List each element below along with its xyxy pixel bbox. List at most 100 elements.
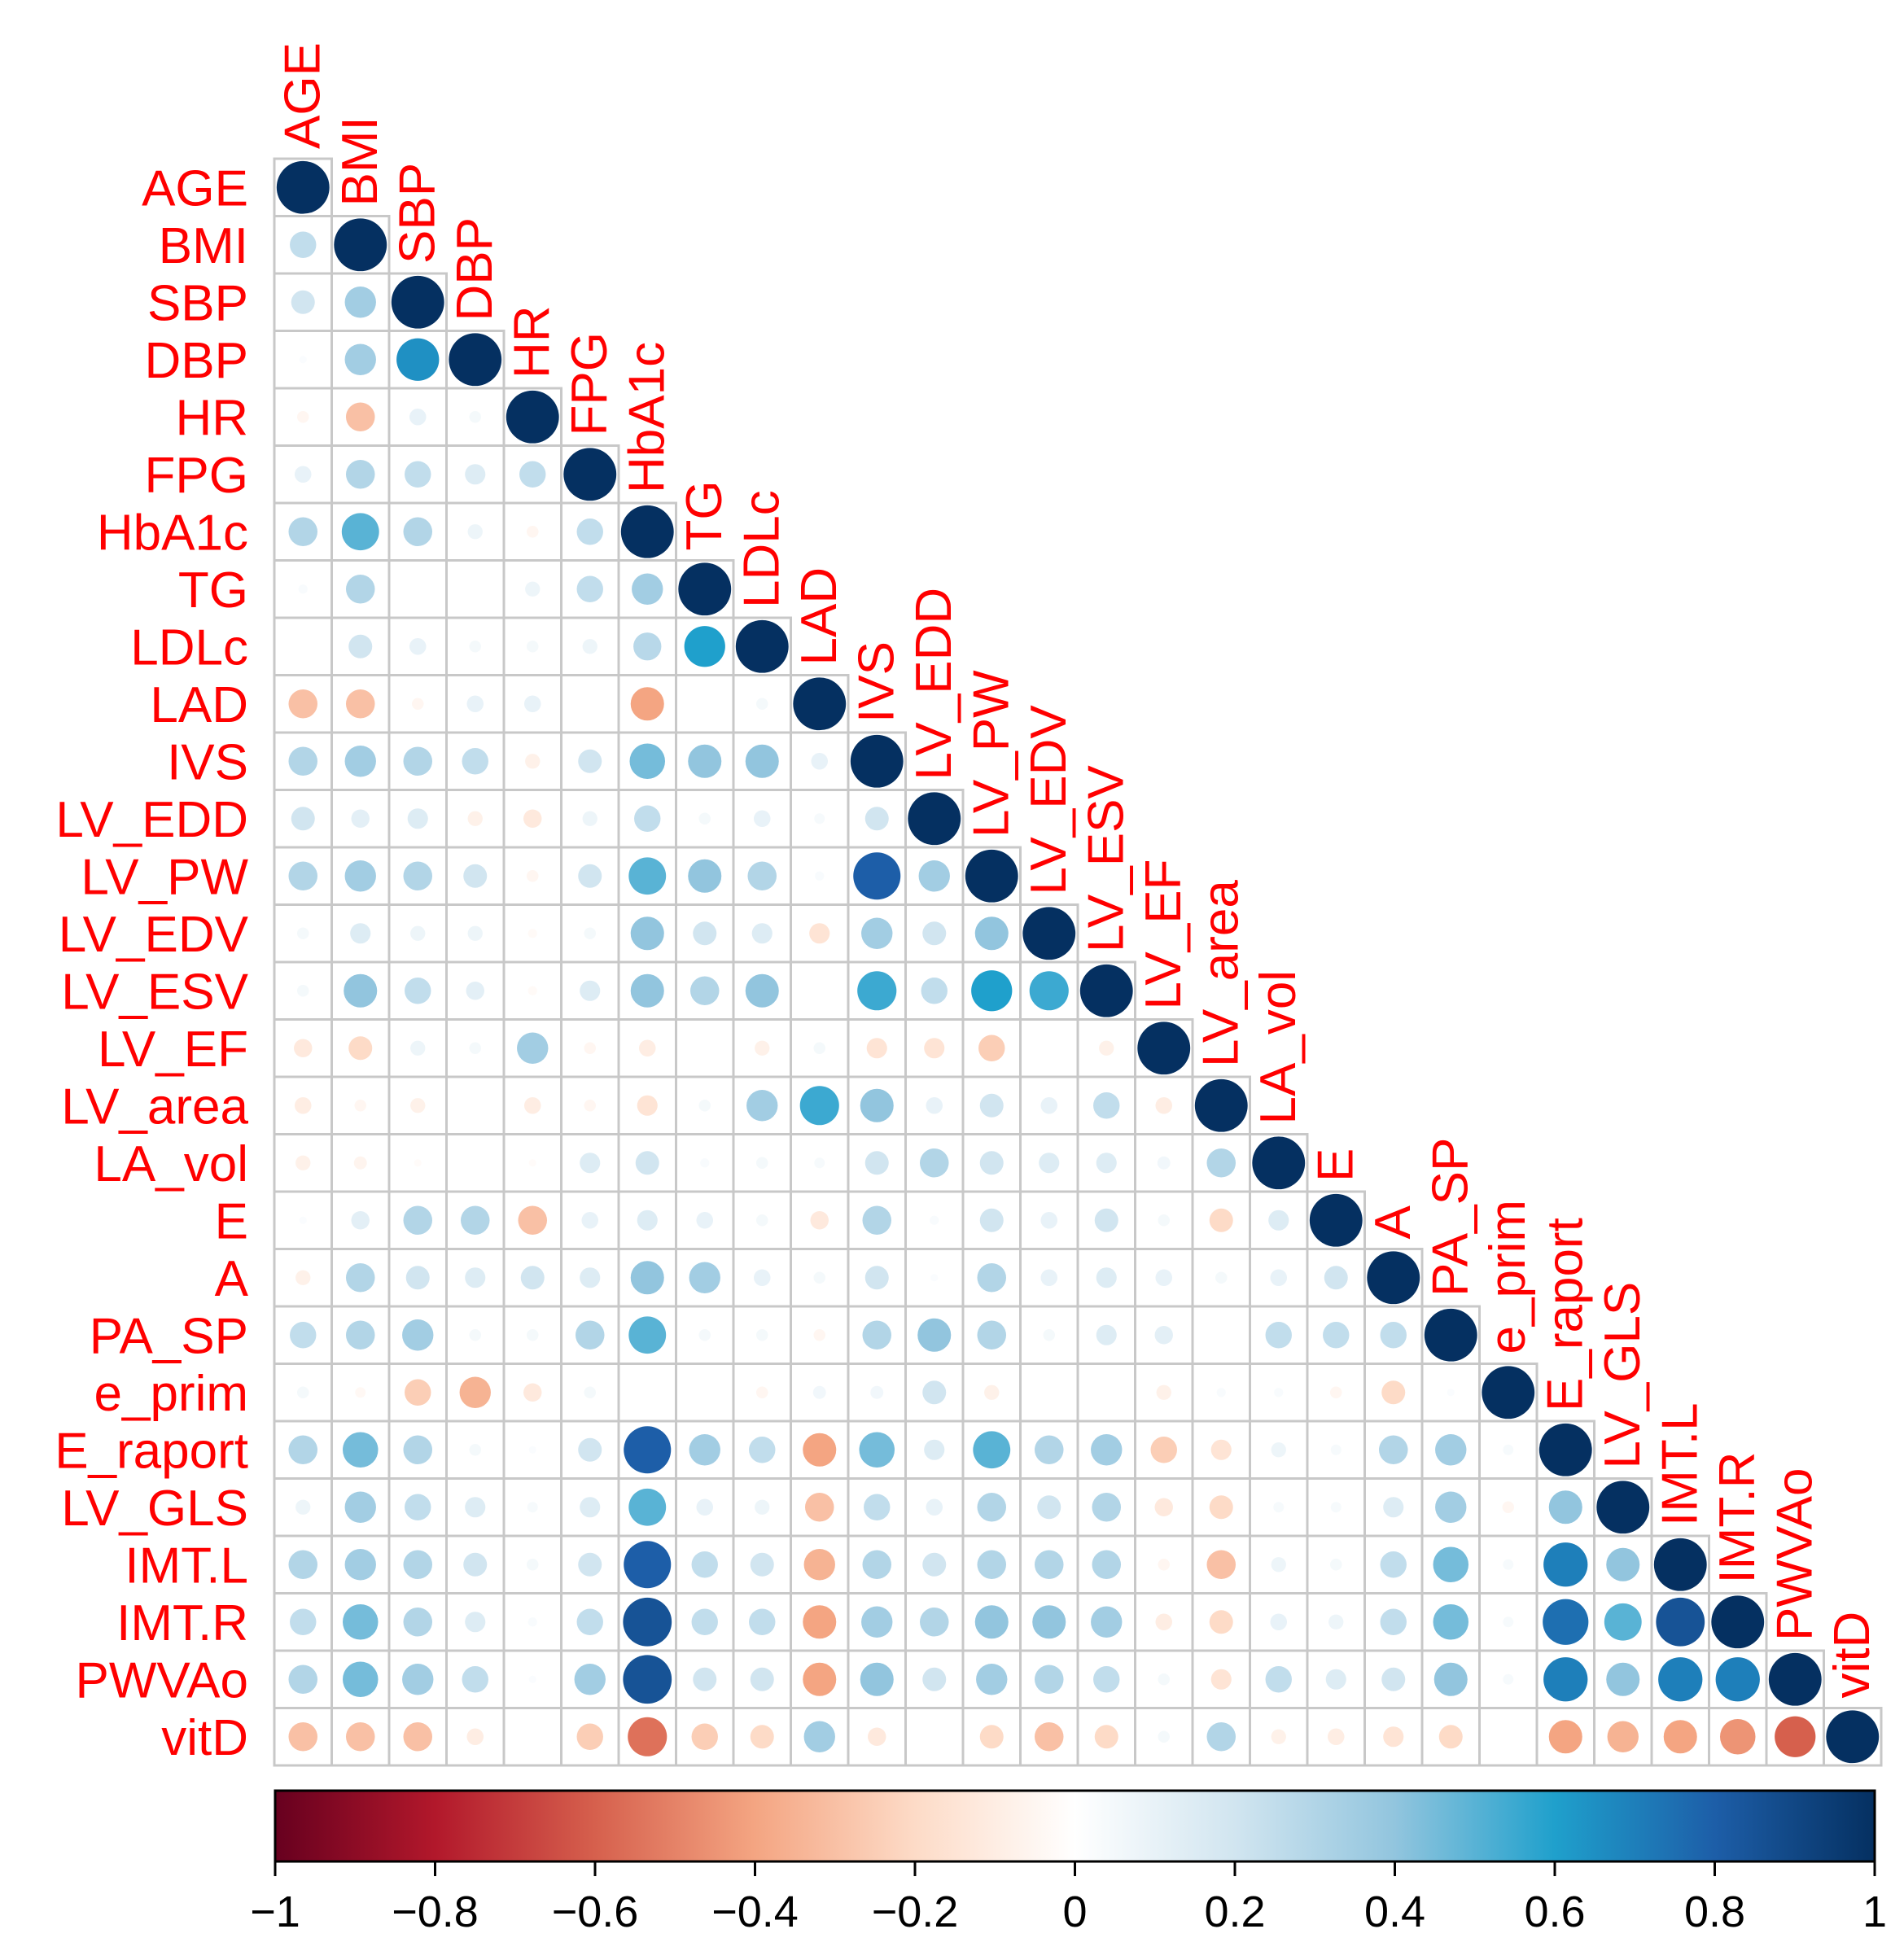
- row-label: E: [215, 1193, 248, 1249]
- corr-circle-e_prim-LAD: [812, 1385, 826, 1399]
- corr-circle-LV_ESV-LV_ESV: [1079, 964, 1133, 1017]
- corr-circle-E-LA_vol: [1268, 1210, 1289, 1231]
- corr-circle-E_raport-e_prim: [1503, 1444, 1514, 1455]
- corr-circle-LV_EDV-AGE: [297, 927, 309, 939]
- corr-circle-PWVAo-LAD: [803, 1662, 837, 1696]
- corr-circle-PA_SP-LV_PW: [977, 1320, 1007, 1350]
- grid-cell: [1478, 1707, 1539, 1767]
- grid-cell: [617, 1363, 677, 1423]
- corr-circle-E-E: [1309, 1193, 1363, 1247]
- column-label: PA_SP: [1422, 1138, 1478, 1297]
- column-label: LV_EDV: [1021, 705, 1077, 895]
- corr-circle-PA_SP-E: [1323, 1322, 1350, 1349]
- corr-circle-A-LA_vol: [1270, 1269, 1288, 1287]
- corr-circle-LV_EF-LDLc: [755, 1040, 770, 1056]
- corr-circle-vitD-FPG: [576, 1723, 603, 1750]
- corr-circle-IMT.L-LV_ESV: [1092, 1550, 1122, 1580]
- corr-circle-IMT.R-PA_SP: [1433, 1604, 1468, 1640]
- corr-circle-vitD-LV_EDV: [1034, 1721, 1064, 1752]
- corr-circle-LV_area-LV_area: [1194, 1078, 1248, 1132]
- corr-circle-LDLc-TG: [684, 626, 725, 667]
- corr-circle-IMT.L-HR: [527, 1559, 539, 1571]
- corr-circle-PWVAo-LV_PW: [976, 1664, 1008, 1695]
- corr-circle-LA_vol-SBP: [414, 1159, 422, 1167]
- corr-circle-E-LDLc: [756, 1214, 768, 1227]
- row-label: FPG: [145, 448, 248, 504]
- legend-tick-label: 0.4: [1364, 1888, 1425, 1936]
- corr-circle-LV_PW-IVS: [853, 852, 901, 900]
- column-label: BMI: [332, 116, 388, 206]
- corr-circle-LV_EDD-SBP: [407, 808, 428, 829]
- corr-circle-E_raport-LV_EDD: [924, 1439, 945, 1460]
- corr-circle-TG-AGE: [298, 584, 308, 594]
- row-label: LV_EF: [98, 1021, 248, 1078]
- corr-circle-PWVAo-TG: [693, 1667, 717, 1691]
- corr-circle-LV_EF-LV_EF: [1137, 1021, 1191, 1075]
- legend-tick-label: −0.2: [872, 1888, 959, 1936]
- corr-circle-PWVAo-e_prim: [1503, 1673, 1514, 1685]
- corr-circle-vitD-E_raport: [1548, 1720, 1582, 1754]
- corr-circle-LV_GLS-LV_EF: [1154, 1498, 1173, 1516]
- corr-circle-e_prim-AGE: [297, 1386, 309, 1398]
- corr-circle-LV_EDD-LDLc: [753, 810, 771, 828]
- corr-circle-E_raport-LV_EF: [1150, 1437, 1177, 1463]
- grid-cell: [1191, 1305, 1251, 1365]
- corr-circle-vitD-LAD: [803, 1721, 835, 1752]
- color-legend: −1 −0.8 −0.6 −0.4 −0.2 0 0.2 0.4 0.6 0.8 1: [250, 1789, 1887, 1936]
- column-label: LV_area: [1193, 880, 1249, 1067]
- corr-circle-HbA1c-DBP: [467, 524, 483, 540]
- column-label: HR: [504, 305, 560, 378]
- corr-circle-LV_ESV-IVS: [857, 971, 897, 1011]
- corr-circle-LDLc-HR: [527, 641, 539, 653]
- corr-circle-E-LV_PW: [979, 1208, 1004, 1232]
- grid-cell: [1076, 1363, 1136, 1423]
- corr-circle-LV_GLS-LV_ESV: [1092, 1492, 1122, 1522]
- corr-circle-PA_SP-FPG: [575, 1320, 605, 1350]
- corr-circle-LV_ESV-LV_EDV: [1029, 971, 1069, 1011]
- corr-circle-IMT.R-DBP: [465, 1612, 486, 1633]
- corr-circle-E-LV_EDD: [930, 1215, 939, 1225]
- correlation-circles: [276, 160, 1880, 1764]
- corr-circle-LV_ESV-TG: [689, 976, 720, 1006]
- corr-circle-PWVAo-LV_GLS: [1606, 1662, 1640, 1696]
- corr-circle-IVS-TG: [688, 744, 722, 778]
- corr-circle-TG-TG: [678, 562, 732, 616]
- corr-circle-LV_area-HR: [523, 1096, 541, 1114]
- corr-circle-e_prim-BMI: [355, 1387, 366, 1398]
- corr-circle-E_raport-E: [1330, 1444, 1342, 1455]
- corr-circle-e_prim-FPG: [584, 1386, 596, 1398]
- corr-circle-E-AGE: [299, 1216, 307, 1224]
- legend-tick-label: −0.4: [711, 1888, 799, 1936]
- row-label: HR: [175, 390, 248, 446]
- legend-tick-label: 1: [1862, 1888, 1887, 1936]
- corr-circle-LV_area-AGE: [294, 1096, 312, 1114]
- corr-circle-LDLc-SBP: [409, 637, 427, 655]
- corr-circle-LV_GLS-E_raport: [1548, 1490, 1582, 1524]
- corr-circle-vitD-PWVAo: [1775, 1716, 1816, 1757]
- corr-circle-PA_SP-A: [1380, 1322, 1407, 1349]
- corr-circle-HbA1c-FPG: [576, 518, 603, 545]
- corr-circle-E_raport-SBP: [403, 1435, 433, 1465]
- corr-circle-LV_ESV-HbA1c: [630, 973, 664, 1008]
- grid-cell: [1019, 1363, 1079, 1423]
- corr-circle-PA_SP-LV_EF: [1154, 1326, 1173, 1345]
- corr-circle-LV_area-LDLc: [746, 1090, 778, 1122]
- corr-circle-LV_GLS-HbA1c: [628, 1488, 667, 1526]
- corr-circle-vitD-LV_EF: [1158, 1730, 1170, 1743]
- corr-circle-LV_GLS-TG: [696, 1498, 714, 1516]
- corr-circle-PA_SP-LV_ESV: [1096, 1324, 1117, 1345]
- corr-circle-LV_PW-LV_EDD: [918, 860, 950, 892]
- row-label: LV_EDV: [59, 907, 249, 963]
- corr-circle-IMT.L-SBP: [403, 1550, 433, 1580]
- corr-circle-PA_SP-PA_SP: [1424, 1308, 1477, 1362]
- corr-circle-IMT.L-LV_EDV: [1034, 1550, 1064, 1580]
- corr-circle-A-LV_EF: [1155, 1269, 1173, 1287]
- corr-circle-PA_SP-HR: [527, 1329, 539, 1341]
- grid-cell: [445, 1075, 506, 1135]
- row-label: vitD: [161, 1710, 248, 1766]
- legend-tick-label: −0.8: [392, 1888, 479, 1936]
- corr-circle-LV_EDD-HbA1c: [634, 805, 661, 832]
- grid-cell: [387, 559, 448, 619]
- corr-circle-IMT.L-A: [1380, 1551, 1407, 1578]
- column-label: vitD: [1824, 1612, 1880, 1699]
